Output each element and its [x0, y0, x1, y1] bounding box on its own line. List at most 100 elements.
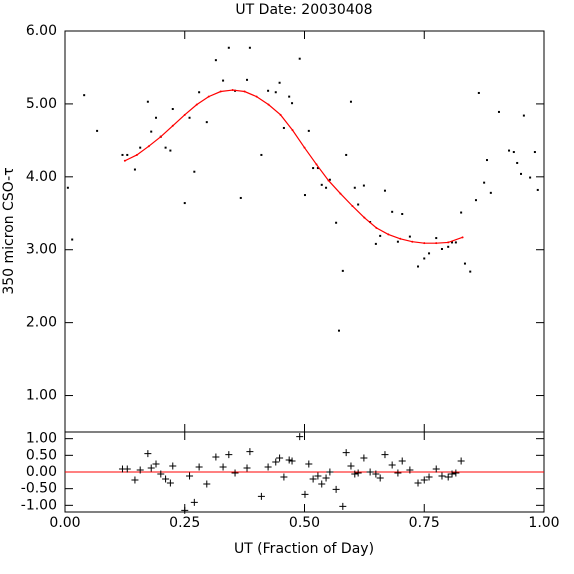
residual-point: [123, 465, 131, 473]
data-point: [312, 167, 315, 170]
fit-dot: [291, 129, 294, 132]
plot-frame: [64, 30, 545, 433]
data-point: [341, 269, 344, 272]
residual-point: [288, 457, 296, 465]
y-tick-label: 2.00: [26, 315, 57, 331]
residual-point: [360, 454, 368, 462]
data-point: [463, 262, 466, 265]
data-point: [353, 186, 356, 189]
fit-dot: [171, 124, 174, 127]
x-tick-label: 0.00: [49, 515, 80, 531]
fit-dot: [147, 145, 150, 148]
data-point: [198, 91, 201, 94]
data-point: [83, 94, 86, 97]
data-point: [171, 108, 174, 111]
data-point: [396, 240, 399, 243]
fit-dot: [123, 159, 126, 162]
data-point: [66, 186, 69, 189]
data-point: [383, 189, 386, 192]
data-point: [239, 196, 242, 199]
data-point: [71, 238, 74, 241]
data-point: [508, 149, 511, 152]
residual-point: [381, 451, 389, 459]
data-point: [335, 221, 338, 224]
residual-point: [147, 464, 155, 472]
data-point: [227, 46, 230, 49]
data-point: [188, 116, 191, 119]
fit-dot: [447, 241, 450, 244]
fit-dot: [399, 237, 402, 240]
data-point: [274, 91, 277, 94]
residual-point: [186, 472, 194, 480]
fit-dot: [183, 113, 186, 116]
data-point: [267, 89, 270, 92]
fit-dot: [255, 95, 258, 98]
data-point: [533, 151, 536, 154]
data-point: [248, 46, 251, 49]
residual-point: [231, 469, 239, 477]
data-point: [155, 116, 158, 119]
fit-dot: [279, 113, 282, 116]
fit-dot: [411, 240, 414, 243]
data-point: [320, 183, 323, 186]
data-point: [469, 270, 472, 273]
data-point: [303, 194, 306, 197]
y-tick-label: 4.00: [26, 169, 57, 185]
residual-point: [280, 473, 288, 481]
data-point: [307, 129, 310, 132]
data-point: [391, 210, 394, 213]
data-point: [205, 121, 208, 124]
data-point: [357, 203, 360, 206]
residual-point: [212, 453, 220, 461]
data-point: [401, 213, 404, 216]
data-point: [150, 130, 153, 133]
x-tick-label: 0.75: [409, 515, 440, 531]
residual-point: [169, 462, 177, 470]
residual-point: [406, 466, 414, 474]
residual-point: [332, 485, 340, 493]
residual-point: [225, 451, 233, 459]
residual-point: [181, 506, 189, 514]
residual-point: [276, 454, 284, 462]
residual-point: [264, 463, 272, 471]
data-point: [282, 126, 285, 129]
data-point: [379, 234, 382, 237]
data-point: [260, 153, 263, 156]
residual-point: [203, 480, 211, 488]
fit-dot: [363, 216, 366, 219]
residual-point: [257, 492, 265, 500]
data-point: [133, 168, 136, 171]
fit-dot: [423, 242, 426, 245]
residual-point: [166, 479, 174, 487]
residual-point: [195, 463, 203, 471]
residual-point: [376, 474, 384, 482]
residual-point: [372, 470, 380, 478]
residual-point: [305, 460, 313, 468]
data-point: [222, 79, 225, 82]
fit-dot: [267, 103, 270, 106]
y-tick-label: 1.00: [26, 431, 57, 447]
data-point: [522, 114, 525, 117]
data-point: [325, 186, 328, 189]
x-tick-label: 0.50: [289, 515, 320, 531]
residual-point: [246, 448, 254, 456]
data-point: [146, 100, 149, 103]
residual-point: [162, 475, 170, 483]
residual-point: [318, 480, 326, 488]
data-point: [536, 188, 539, 191]
y-tick-label: 6.00: [26, 23, 57, 39]
data-point: [193, 170, 196, 173]
residual-point: [190, 498, 198, 506]
residual-point: [136, 466, 144, 474]
data-point: [328, 178, 331, 181]
residual-point: [452, 469, 460, 477]
data-point: [477, 91, 480, 94]
residual-point: [342, 449, 350, 457]
data-point: [349, 100, 352, 103]
residual-point: [444, 473, 452, 481]
fit-dot: [315, 163, 318, 166]
data-point: [121, 153, 124, 156]
y-tick-label: 0.50: [26, 447, 57, 463]
residual-point: [394, 469, 402, 477]
